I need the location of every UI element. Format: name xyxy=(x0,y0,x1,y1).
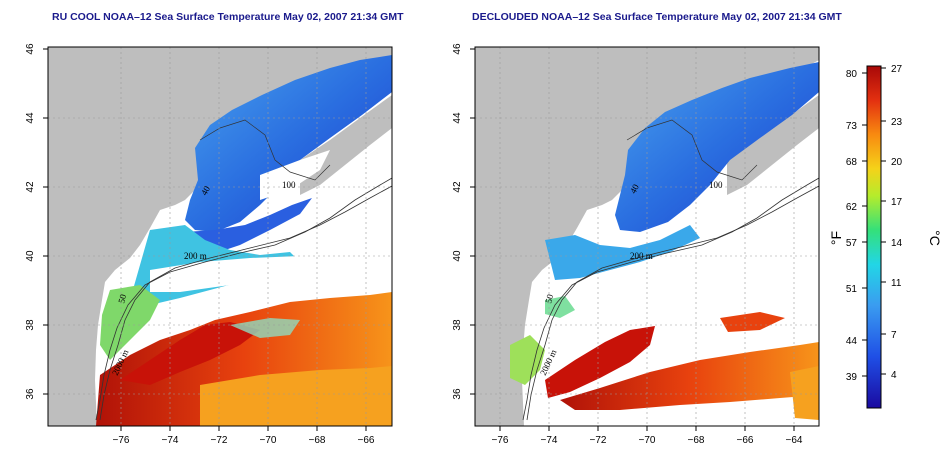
panel1-xtick: −74 xyxy=(162,435,179,446)
panel1-frame xyxy=(47,46,393,427)
panel1-xtick: −76 xyxy=(113,435,130,446)
colorbar-c-tick: 23 xyxy=(891,117,903,128)
panel1-tick-marks xyxy=(43,48,367,431)
panel1-xtick: −68 xyxy=(309,435,326,446)
panel1-land xyxy=(48,47,392,426)
panel2-land xyxy=(475,47,819,426)
panel1-grid xyxy=(48,47,392,426)
panel1-contour-label-200: 200 m xyxy=(184,251,207,261)
panel1-map: 40 100 200 m 2000 m 50 −76 −74 −72 −70 −… xyxy=(25,43,393,446)
panel2-ytick: 36 xyxy=(452,388,463,400)
panel2-xtick: −66 xyxy=(737,435,754,446)
panel2-sst-shelf-green-2 xyxy=(545,296,575,318)
panel1-sst-cool xyxy=(185,55,392,232)
panel1-sst-shelf-green xyxy=(100,285,160,360)
panel1-cloud xyxy=(150,256,340,292)
panel2-sst-warmcore xyxy=(545,326,655,398)
panel2-xtick: −64 xyxy=(786,435,803,446)
panel1-title: RU COOL NOAA–12 Sea Surface Temperature … xyxy=(52,11,404,23)
panel1-isobath-200 xyxy=(95,177,392,421)
colorbar-c-tick: 7 xyxy=(891,330,897,341)
colorbar-c-tick: 14 xyxy=(891,238,903,249)
panel2-xtick: −74 xyxy=(541,435,558,446)
colorbar-f-tick: 80 xyxy=(846,69,858,80)
panel2-contour-label-200: 200 m xyxy=(630,251,653,261)
panel1-cloud-2 xyxy=(260,150,330,200)
panel2-grid xyxy=(475,47,819,426)
panel1-sst-warmcore xyxy=(120,322,260,385)
colorbar-f-tick: 51 xyxy=(846,284,858,295)
panel2-xtick: −72 xyxy=(590,435,607,446)
colorbar-gradient xyxy=(866,65,882,409)
panel1-sst-mixed xyxy=(230,318,300,338)
panel1-xtick: −70 xyxy=(260,435,277,446)
panel2-ytick: 44 xyxy=(452,112,463,124)
panel1-ytick: 42 xyxy=(25,181,36,193)
panel2-sst-cool xyxy=(615,62,819,232)
panel1-isobath-100 xyxy=(199,119,331,181)
panel2-isobath-100 xyxy=(626,119,758,181)
panel2-sst-shelf xyxy=(545,225,700,280)
panel2-isobath-2000 xyxy=(526,185,819,421)
panel2-sst-patch xyxy=(720,312,785,332)
panel2-sst-warm-south xyxy=(790,366,819,420)
colorbar-f-tick: 73 xyxy=(846,121,858,132)
colorbar-fahrenheit-label: °F xyxy=(828,231,844,245)
colorbar-c-tick: 4 xyxy=(891,370,897,381)
panel2-ytick: 46 xyxy=(452,43,463,55)
colorbar-f-tick: 68 xyxy=(846,157,858,168)
panel1-ytick: 38 xyxy=(25,319,36,331)
panel2-sst-gulfstream xyxy=(560,342,819,410)
panel1-contour-label-50: 50 xyxy=(116,293,128,305)
panel2-isobath-200 xyxy=(522,177,819,421)
panel2-ytick: 40 xyxy=(452,250,463,262)
panel1-land-novascotia xyxy=(300,95,392,195)
panel1-isobath-2000 xyxy=(99,185,392,421)
panel2-xtick: −68 xyxy=(688,435,705,446)
panel1-contour-label-100: 100 xyxy=(282,180,296,190)
panel2-title: DECLOUDED NOAA–12 Sea Surface Temperatur… xyxy=(472,11,842,23)
panel2-contour-label-50: 50 xyxy=(543,293,555,305)
colorbar-c-tick: 17 xyxy=(891,197,903,208)
panel1-ytick: 44 xyxy=(25,112,36,124)
panel2-xtick: −76 xyxy=(492,435,509,446)
colorbar: 80 73 68 62 57 51 44 39 27 23 20 17 14 1… xyxy=(828,64,943,409)
colorbar-f-tick: 57 xyxy=(846,238,858,249)
panel2-ytick: 38 xyxy=(452,319,463,331)
colorbar-c-tick: 20 xyxy=(891,157,903,168)
colorbar-f-tick: 39 xyxy=(846,372,858,383)
colorbar-c-tick: 11 xyxy=(891,278,902,289)
panel2-ytick: 42 xyxy=(452,181,463,193)
panel2-tick-marks xyxy=(470,48,795,431)
panel1-sst-cool-south xyxy=(185,198,312,255)
panel1-ytick: 46 xyxy=(25,43,36,55)
panel1-xtick: −72 xyxy=(211,435,228,446)
panel1-xtick: −66 xyxy=(358,435,375,446)
panel2-contour-label-100: 100 xyxy=(709,180,723,190)
panel1-sst-warm-south xyxy=(200,366,392,426)
colorbar-f-tick: 44 xyxy=(846,336,858,347)
panel1-ytick: 40 xyxy=(25,250,36,262)
colorbar-celsius-label: °C xyxy=(927,230,943,246)
panel2-map: 40 100 200 m 2000 m 50 −76 −74 −72 −70 −… xyxy=(452,43,820,446)
panel2-land-novascotia xyxy=(727,95,819,195)
colorbar-c-tick: 27 xyxy=(891,64,903,75)
panel2-xtick: −70 xyxy=(639,435,656,446)
colorbar-f-tick: 62 xyxy=(846,202,858,213)
colorbar-tick-marks xyxy=(862,67,886,377)
panel1-ytick: 36 xyxy=(25,388,36,400)
